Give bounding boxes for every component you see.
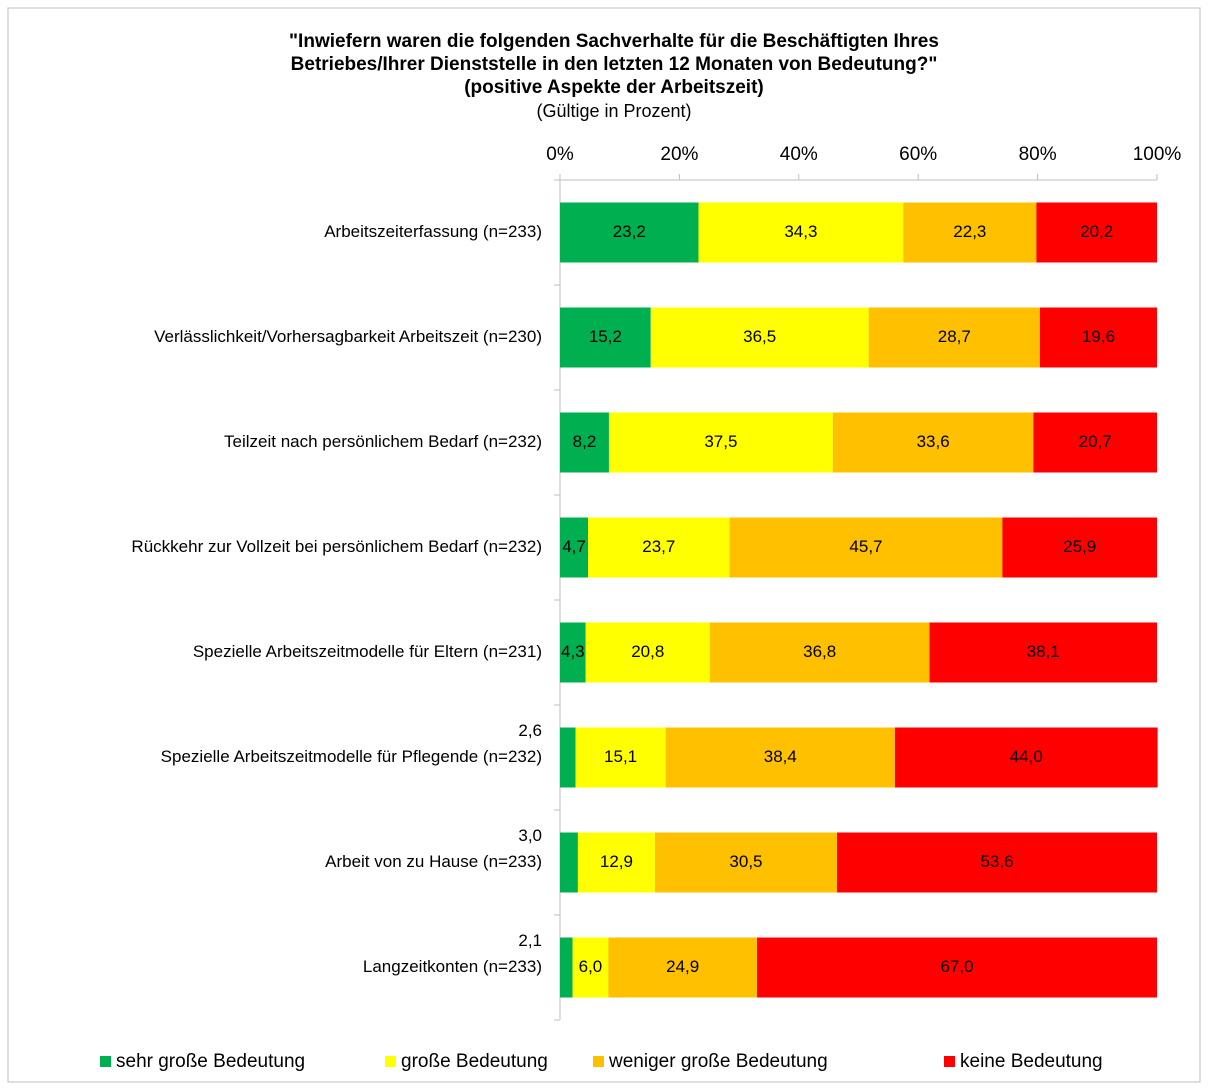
legend-swatch [100, 1056, 111, 1067]
legend-swatch [385, 1056, 396, 1067]
x-tick-label: 100% [1133, 144, 1182, 165]
y-tick-label: Verlässlichkeit/Vorhersagbarkeit Arbeits… [154, 327, 542, 346]
legend-label: weniger große Bedeutung [608, 1051, 828, 1072]
data-label: 2,1 [518, 931, 542, 950]
data-label: 30,5 [729, 852, 762, 871]
bar-segment [560, 937, 573, 998]
bar-segment [577, 832, 655, 893]
chart-title: Betriebes/Ihrer Dienststelle in den letz… [291, 54, 938, 75]
bar-segment [832, 412, 1034, 473]
data-label: 15,1 [604, 747, 637, 766]
data-label: 38,4 [764, 747, 797, 766]
bar-segment [608, 937, 758, 998]
legend-swatch [944, 1056, 955, 1067]
data-label: 3,0 [518, 826, 542, 845]
bar-segment [709, 622, 930, 683]
chart-subtitle: (positive Aspekte der Arbeitszeit) [464, 77, 764, 98]
data-label: 38,1 [1027, 642, 1060, 661]
bar-segment [698, 202, 904, 263]
bar-segment [585, 622, 710, 683]
y-tick-label: Spezielle Arbeitszeitmodelle für Pflegen… [161, 747, 542, 766]
y-tick-label: Teilzeit nach persönlichem Bedarf (n=232… [224, 432, 542, 451]
y-tick-label: Rückkehr zur Vollzeit bei persönlichem B… [131, 537, 542, 556]
data-label: 4,3 [561, 642, 585, 661]
bar-segment [894, 727, 1158, 788]
bar-segment [868, 307, 1040, 368]
data-label: 24,9 [666, 957, 699, 976]
bar-segment [1033, 412, 1157, 473]
data-label: 12,9 [600, 852, 633, 871]
data-label: 23,2 [613, 222, 646, 241]
data-label: 22,3 [953, 222, 986, 241]
data-label: 2,6 [518, 721, 542, 740]
data-label: 67,0 [940, 957, 973, 976]
data-label: 37,5 [704, 432, 737, 451]
x-tick-label: 80% [1019, 144, 1057, 165]
x-tick-label: 40% [780, 144, 818, 165]
y-tick-label: Arbeit von zu Hause (n=233) [325, 852, 542, 871]
bar-segment [560, 307, 651, 368]
data-label: 19,6 [1082, 327, 1115, 346]
bar-segment [560, 412, 609, 473]
bar-segment [560, 727, 576, 788]
y-tick-label: Spezielle Arbeitszeitmodelle für Eltern … [193, 642, 542, 661]
bar-segment [757, 937, 1157, 998]
data-label: 15,2 [589, 327, 622, 346]
bar-segment [588, 517, 730, 578]
chart-title: "Inwiefern waren die folgenden Sachverha… [289, 31, 939, 52]
legend-label: keine Bedeutung [960, 1051, 1103, 1072]
y-tick-label: Langzeitkonten (n=233) [363, 957, 542, 976]
data-label: 6,0 [579, 957, 603, 976]
bar-segment [729, 517, 1003, 578]
bar-segment [560, 832, 578, 893]
bar-segment [837, 832, 1157, 893]
bar-segment [665, 727, 895, 788]
data-label: 45,7 [849, 537, 882, 556]
bar-segment [1002, 517, 1157, 578]
bar-segment [903, 202, 1037, 263]
bar-segment [1036, 202, 1157, 263]
bar-segment [654, 832, 838, 893]
x-tick-label: 0% [546, 144, 574, 165]
data-label: 20,8 [631, 642, 664, 661]
data-label: 33,6 [917, 432, 950, 451]
x-tick-label: 60% [899, 144, 937, 165]
bar-segment [1039, 307, 1157, 368]
chart-note: (Gültige in Prozent) [536, 101, 691, 121]
data-label: 44,0 [1010, 747, 1043, 766]
bar-segment [650, 307, 869, 368]
bar-segment [560, 517, 589, 578]
bar-segment [575, 727, 666, 788]
bar-segment [572, 937, 609, 998]
y-tick-label: Arbeitszeiterfassung (n=233) [324, 222, 542, 241]
bar-segment [929, 622, 1157, 683]
legend-label: sehr große Bedeutung [116, 1051, 305, 1072]
data-label: 53,6 [980, 852, 1013, 871]
data-label: 28,7 [938, 327, 971, 346]
bar-segment [560, 202, 699, 263]
data-label: 36,5 [743, 327, 776, 346]
bar-segment [608, 412, 833, 473]
data-label: 34,3 [784, 222, 817, 241]
legend-swatch [593, 1056, 604, 1067]
data-label: 8,2 [573, 432, 597, 451]
bar-segment [560, 622, 586, 683]
data-label: 20,2 [1080, 222, 1113, 241]
data-label: 20,7 [1079, 432, 1112, 451]
data-label: 36,8 [803, 642, 836, 661]
data-label: 4,7 [562, 537, 586, 556]
data-label: 23,7 [642, 537, 675, 556]
data-label: 25,9 [1063, 537, 1096, 556]
x-tick-label: 20% [660, 144, 698, 165]
legend-label: große Bedeutung [401, 1051, 548, 1072]
